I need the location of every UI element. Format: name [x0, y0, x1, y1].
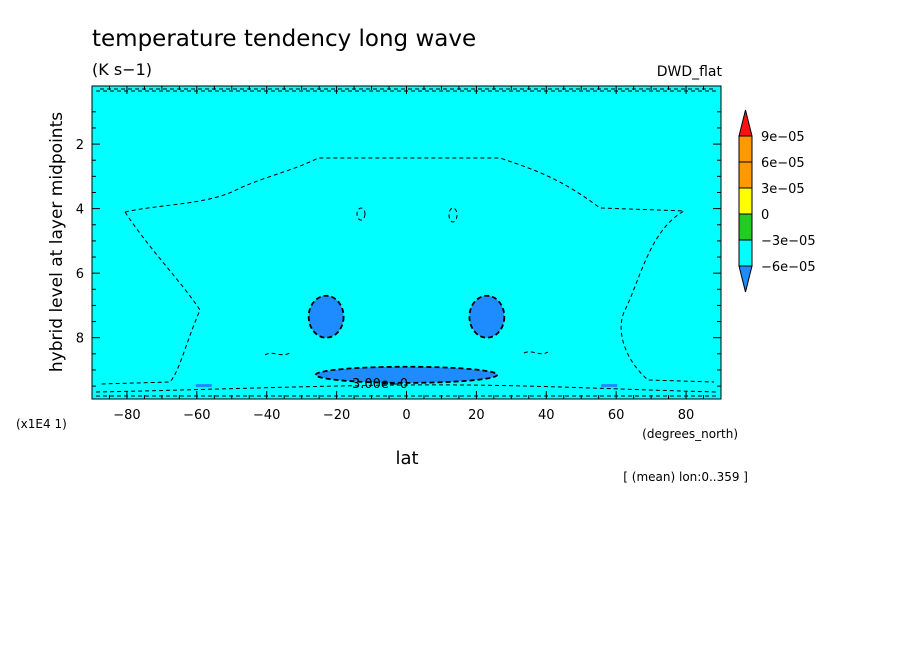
colorbar: −6e−05 −3e−05 0 3e−05 6e−05 9e−05: [738, 109, 816, 293]
chart-units: (K s−1): [92, 60, 152, 79]
contour-small-left: [356, 207, 366, 221]
contour-line-bottom: [95, 384, 718, 393]
contour-regions: [195, 295, 618, 388]
colorbar-label: 9e−05: [761, 130, 805, 145]
region-1: [469, 295, 505, 338]
y-tick-label: 6: [76, 267, 84, 282]
colorbar-label: 3e−05: [761, 182, 805, 197]
x-tick-label: 20: [468, 408, 485, 423]
colorbar-box: [738, 213, 753, 241]
x-tick-label: 80: [678, 408, 695, 423]
colorbar-box: [738, 135, 753, 163]
speck-1: [601, 384, 618, 388]
x-axis-units: (degrees_north): [642, 427, 738, 441]
dataset-label: DWD_flat: [657, 64, 723, 80]
x-tick-label: −40: [253, 408, 280, 423]
y-tick-label: 4: [76, 203, 84, 218]
colorbar-label: −3e−05: [761, 234, 816, 249]
colorbar-label: 6e−05: [761, 156, 805, 171]
averaging-note: [ (mean) lon:0..359 ]: [623, 470, 748, 484]
plot-background: [92, 86, 721, 399]
chart-title: temperature tendency long wave: [92, 26, 476, 52]
region-2: [315, 366, 498, 383]
region-outline-2: [314, 365, 499, 384]
contour-squiggle-left: [264, 352, 291, 356]
x-axis-ticks: −80 −60 −40 −20 0 20 40 60 80: [91, 86, 722, 423]
colorbar-label: 0: [761, 208, 769, 223]
colorbar-under-triangle: [738, 265, 753, 293]
x-tick-label: 60: [608, 408, 625, 423]
y-axis-label: hybrid level at layer midpoints: [47, 112, 67, 372]
contour-small-right: [448, 207, 458, 223]
x-tick-label: −60: [183, 408, 210, 423]
colorbar-box: [738, 187, 753, 215]
y-tick-label: 8: [76, 332, 84, 347]
x-axis-label: lat: [395, 448, 418, 469]
x-tick-label: 40: [538, 408, 555, 423]
x-tick-label: 0: [402, 408, 410, 423]
colorbar-over-triangle: [738, 109, 753, 137]
speck-0: [195, 384, 212, 388]
plot-area: 3.00e−0 −80 −60 −40 −20 0 20 40 60 80 2 4 6 8: [76, 85, 722, 423]
contour-squiggle-right: [523, 351, 549, 355]
colorbar-box: [738, 161, 753, 189]
y-tick-label: 2: [76, 138, 84, 153]
region-outline-0: [307, 294, 345, 339]
contour-line-outer: [124, 157, 715, 383]
contour-line-outer-left: [99, 211, 201, 385]
y-scale-note: (x1E4 1): [16, 417, 67, 431]
x-tick-label: −80: [113, 408, 140, 423]
y-axis-ticks: 2 4 6 8: [76, 111, 721, 387]
colorbar-box: [738, 239, 753, 267]
region-0: [308, 295, 344, 338]
x-tick-label: −20: [323, 408, 350, 423]
negative-contours: [307, 294, 506, 384]
colorbar-label: −6e−05: [761, 260, 816, 275]
contour-value-label: 3.00e−0: [352, 377, 408, 392]
region-outline-1: [468, 294, 506, 339]
